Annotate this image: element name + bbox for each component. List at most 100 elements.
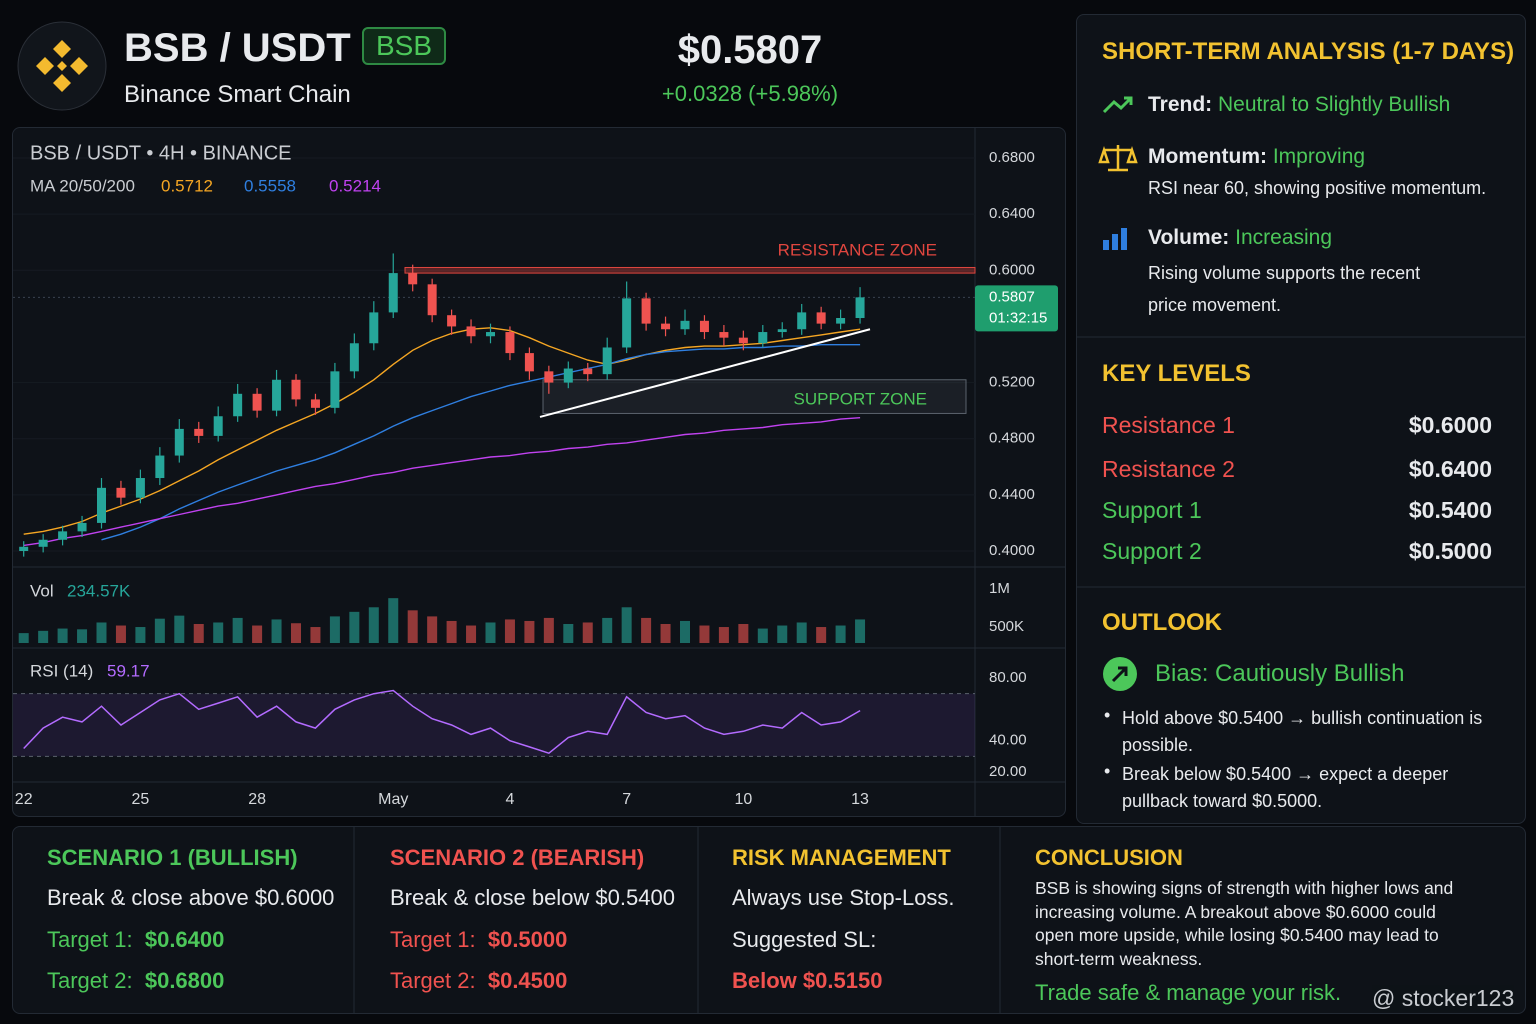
level-value: $0.5400 (1408, 497, 1492, 523)
candle-body (855, 297, 865, 319)
target-label: Target 2: (390, 968, 476, 993)
momentum-row: Momentum: Improving (1148, 145, 1365, 169)
chain: Binance Smart Chain (124, 81, 351, 108)
y-tick-label: 0.4000 (989, 542, 1035, 559)
level-name: Support 2 (1102, 538, 1202, 564)
volume-bar (427, 616, 438, 643)
candle-body (602, 347, 612, 375)
candle-body (447, 315, 457, 327)
volume-bar (621, 607, 632, 643)
candle-body (135, 478, 145, 498)
volume-bar (310, 627, 321, 643)
target: Target 2: $0.6800 (47, 968, 224, 994)
volume-bar (738, 624, 749, 643)
risk-level: Below $0.5150 (732, 968, 883, 993)
candle-body (797, 312, 807, 330)
ma-label: MA 20/50/200 (30, 176, 135, 195)
candle-body (758, 332, 768, 344)
x-tick-label: 4 (505, 791, 514, 808)
volume-bar (504, 619, 515, 643)
scenario-condition: Break & close above $0.6000 (47, 885, 335, 910)
volume-bar (388, 598, 399, 643)
candle-body (155, 455, 165, 479)
volume-bar (582, 622, 593, 643)
ma-value: 0.5558 (244, 176, 296, 195)
candle-body (330, 371, 340, 408)
momentum-note: RSI near 60, showing positive momentum. (1148, 178, 1487, 198)
conclusion-text: BSB is showing signs of strength with hi… (1035, 878, 1454, 969)
candle-body (310, 399, 320, 408)
zone (404, 266, 976, 274)
bottom-panel (12, 826, 1526, 1014)
level-name: Resistance 2 (1102, 456, 1235, 482)
candle-body (777, 329, 787, 333)
analysis-title: SHORT-TERM ANALYSIS (1-7 DAYS) (1102, 38, 1514, 66)
level-value: $0.6000 (1408, 412, 1492, 438)
volume-bar (563, 624, 574, 643)
volume-bar (660, 624, 671, 643)
y-tick-label: 0.4800 (989, 430, 1035, 447)
candle-body (836, 318, 846, 324)
candle-body (388, 273, 398, 313)
y-tick-label: 0.6400 (989, 205, 1035, 222)
volume-bar (777, 625, 788, 643)
analysis-title-text: SHORT-TERM ANALYSIS (1-7 DAYS) (1102, 38, 1515, 65)
outlook-point: Hold above $0.5400 → bullish continuatio… (1122, 708, 1483, 755)
candle-body (427, 284, 437, 316)
volume-bar (602, 617, 613, 643)
volume-icon (1103, 228, 1127, 250)
scenario-condition: Break & close below $0.5400 (390, 885, 675, 910)
candle-body (19, 546, 29, 551)
target: Target 2: $0.4500 (390, 968, 567, 994)
chart-panel (12, 127, 1066, 817)
x-tick-label: 28 (248, 791, 266, 808)
price-change: +0.0328 (+5.98%) (661, 81, 839, 106)
volume-bar (680, 620, 690, 643)
scenario-title: SCENARIO 2 (BEARISH) (390, 845, 645, 870)
candle-body (641, 298, 651, 324)
volume-bar (232, 617, 243, 643)
candle-body (524, 353, 534, 372)
scale-icon (1098, 145, 1138, 172)
volume-bar (699, 625, 710, 643)
volume-bar (213, 622, 224, 643)
candle-body (58, 531, 68, 540)
candle-body (719, 332, 729, 338)
price: $0.5807 (677, 28, 823, 72)
candle-body (77, 522, 87, 532)
volume-bar (115, 625, 126, 643)
candle-body (291, 379, 301, 400)
candle-body (738, 337, 748, 344)
volume-value: Increasing (1235, 226, 1333, 249)
candle-body (116, 487, 126, 498)
pair: BSB / USDT (124, 26, 351, 70)
x-tick-label: 25 (132, 791, 150, 808)
candle-body (583, 368, 593, 375)
x-tick-label: May (378, 791, 408, 808)
ma-value: 0.5712 (161, 176, 213, 195)
candle-body (349, 343, 359, 372)
candle-body (408, 273, 418, 285)
candle-body (194, 428, 204, 436)
risk-title: RISK MANAGEMENT (732, 845, 951, 870)
target-value: $0.4500 (487, 968, 568, 993)
risk-line: Always use Stop-Loss. (732, 885, 955, 910)
level-name: Resistance 1 (1102, 412, 1235, 438)
analysis-panel (1076, 14, 1526, 824)
volume-bar (466, 625, 477, 643)
candle-body (661, 323, 671, 330)
bullet: • (1104, 705, 1111, 725)
badge: BSB (362, 27, 447, 65)
target: Target 1: $0.5000 (390, 927, 567, 953)
target-label: Target 2: (47, 968, 133, 993)
y-tick-label: 0.4400 (989, 486, 1035, 503)
target-label: Target 1: (47, 927, 133, 952)
volume-bar (329, 616, 340, 643)
candle-body (97, 487, 106, 523)
rsi-band (13, 693, 975, 757)
volume-bar (77, 629, 88, 643)
last-price-label: 0.5807 (989, 288, 1035, 305)
key-levels-title: KEY LEVELS (1102, 360, 1251, 387)
volume-bar (757, 628, 768, 643)
volume-bar (349, 611, 360, 643)
